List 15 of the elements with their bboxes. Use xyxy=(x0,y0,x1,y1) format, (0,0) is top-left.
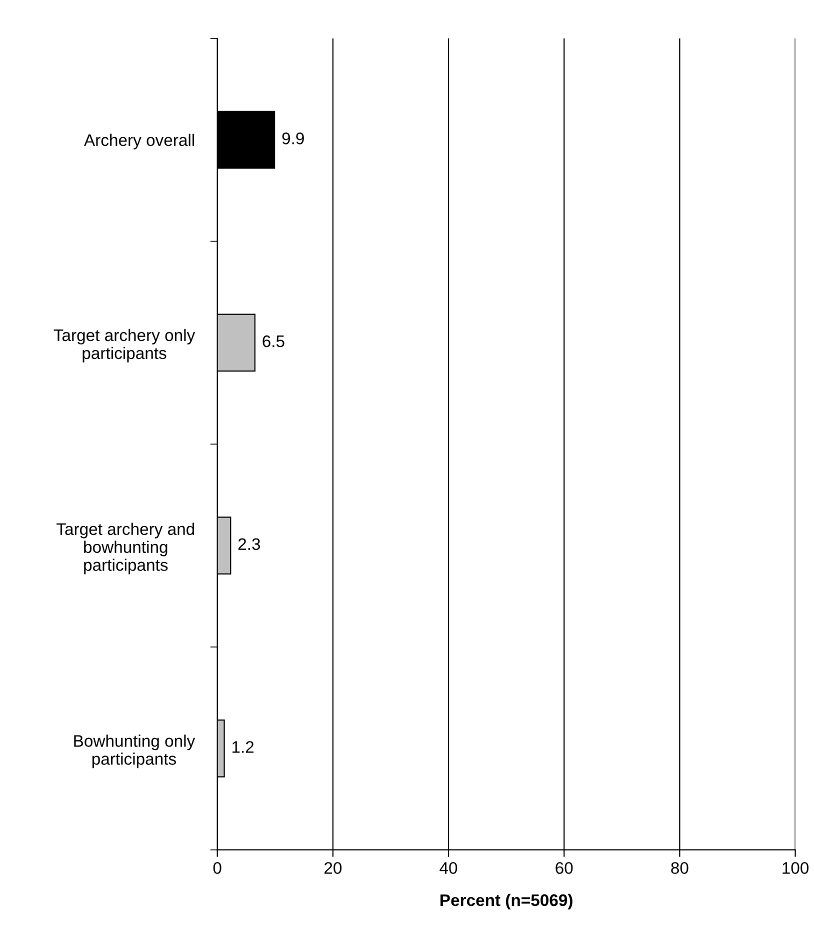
x-tick-label: 60 xyxy=(556,862,573,874)
data-label: 1.2 xyxy=(232,741,254,753)
x-tick-label: 40 xyxy=(440,862,458,874)
x-tick-label: 80 xyxy=(671,862,688,874)
data-label: 2.3 xyxy=(238,538,260,550)
y-tick-label: Target archery only participants xyxy=(54,328,196,362)
y-tick-label: Target archery and bowhunting participants xyxy=(56,522,194,574)
x-tick-label: 20 xyxy=(324,862,342,874)
data-label: 9.9 xyxy=(282,132,304,144)
x-tick-label: 0 xyxy=(213,862,222,874)
x-axis-title: Percent (n=5069) xyxy=(440,894,572,910)
y-tick-label: Bowhunting only participants xyxy=(74,734,196,768)
y-tick-label: Archery overall xyxy=(84,134,194,150)
x-tick-label: 100 xyxy=(782,862,809,874)
data-label: 6.5 xyxy=(262,335,284,348)
